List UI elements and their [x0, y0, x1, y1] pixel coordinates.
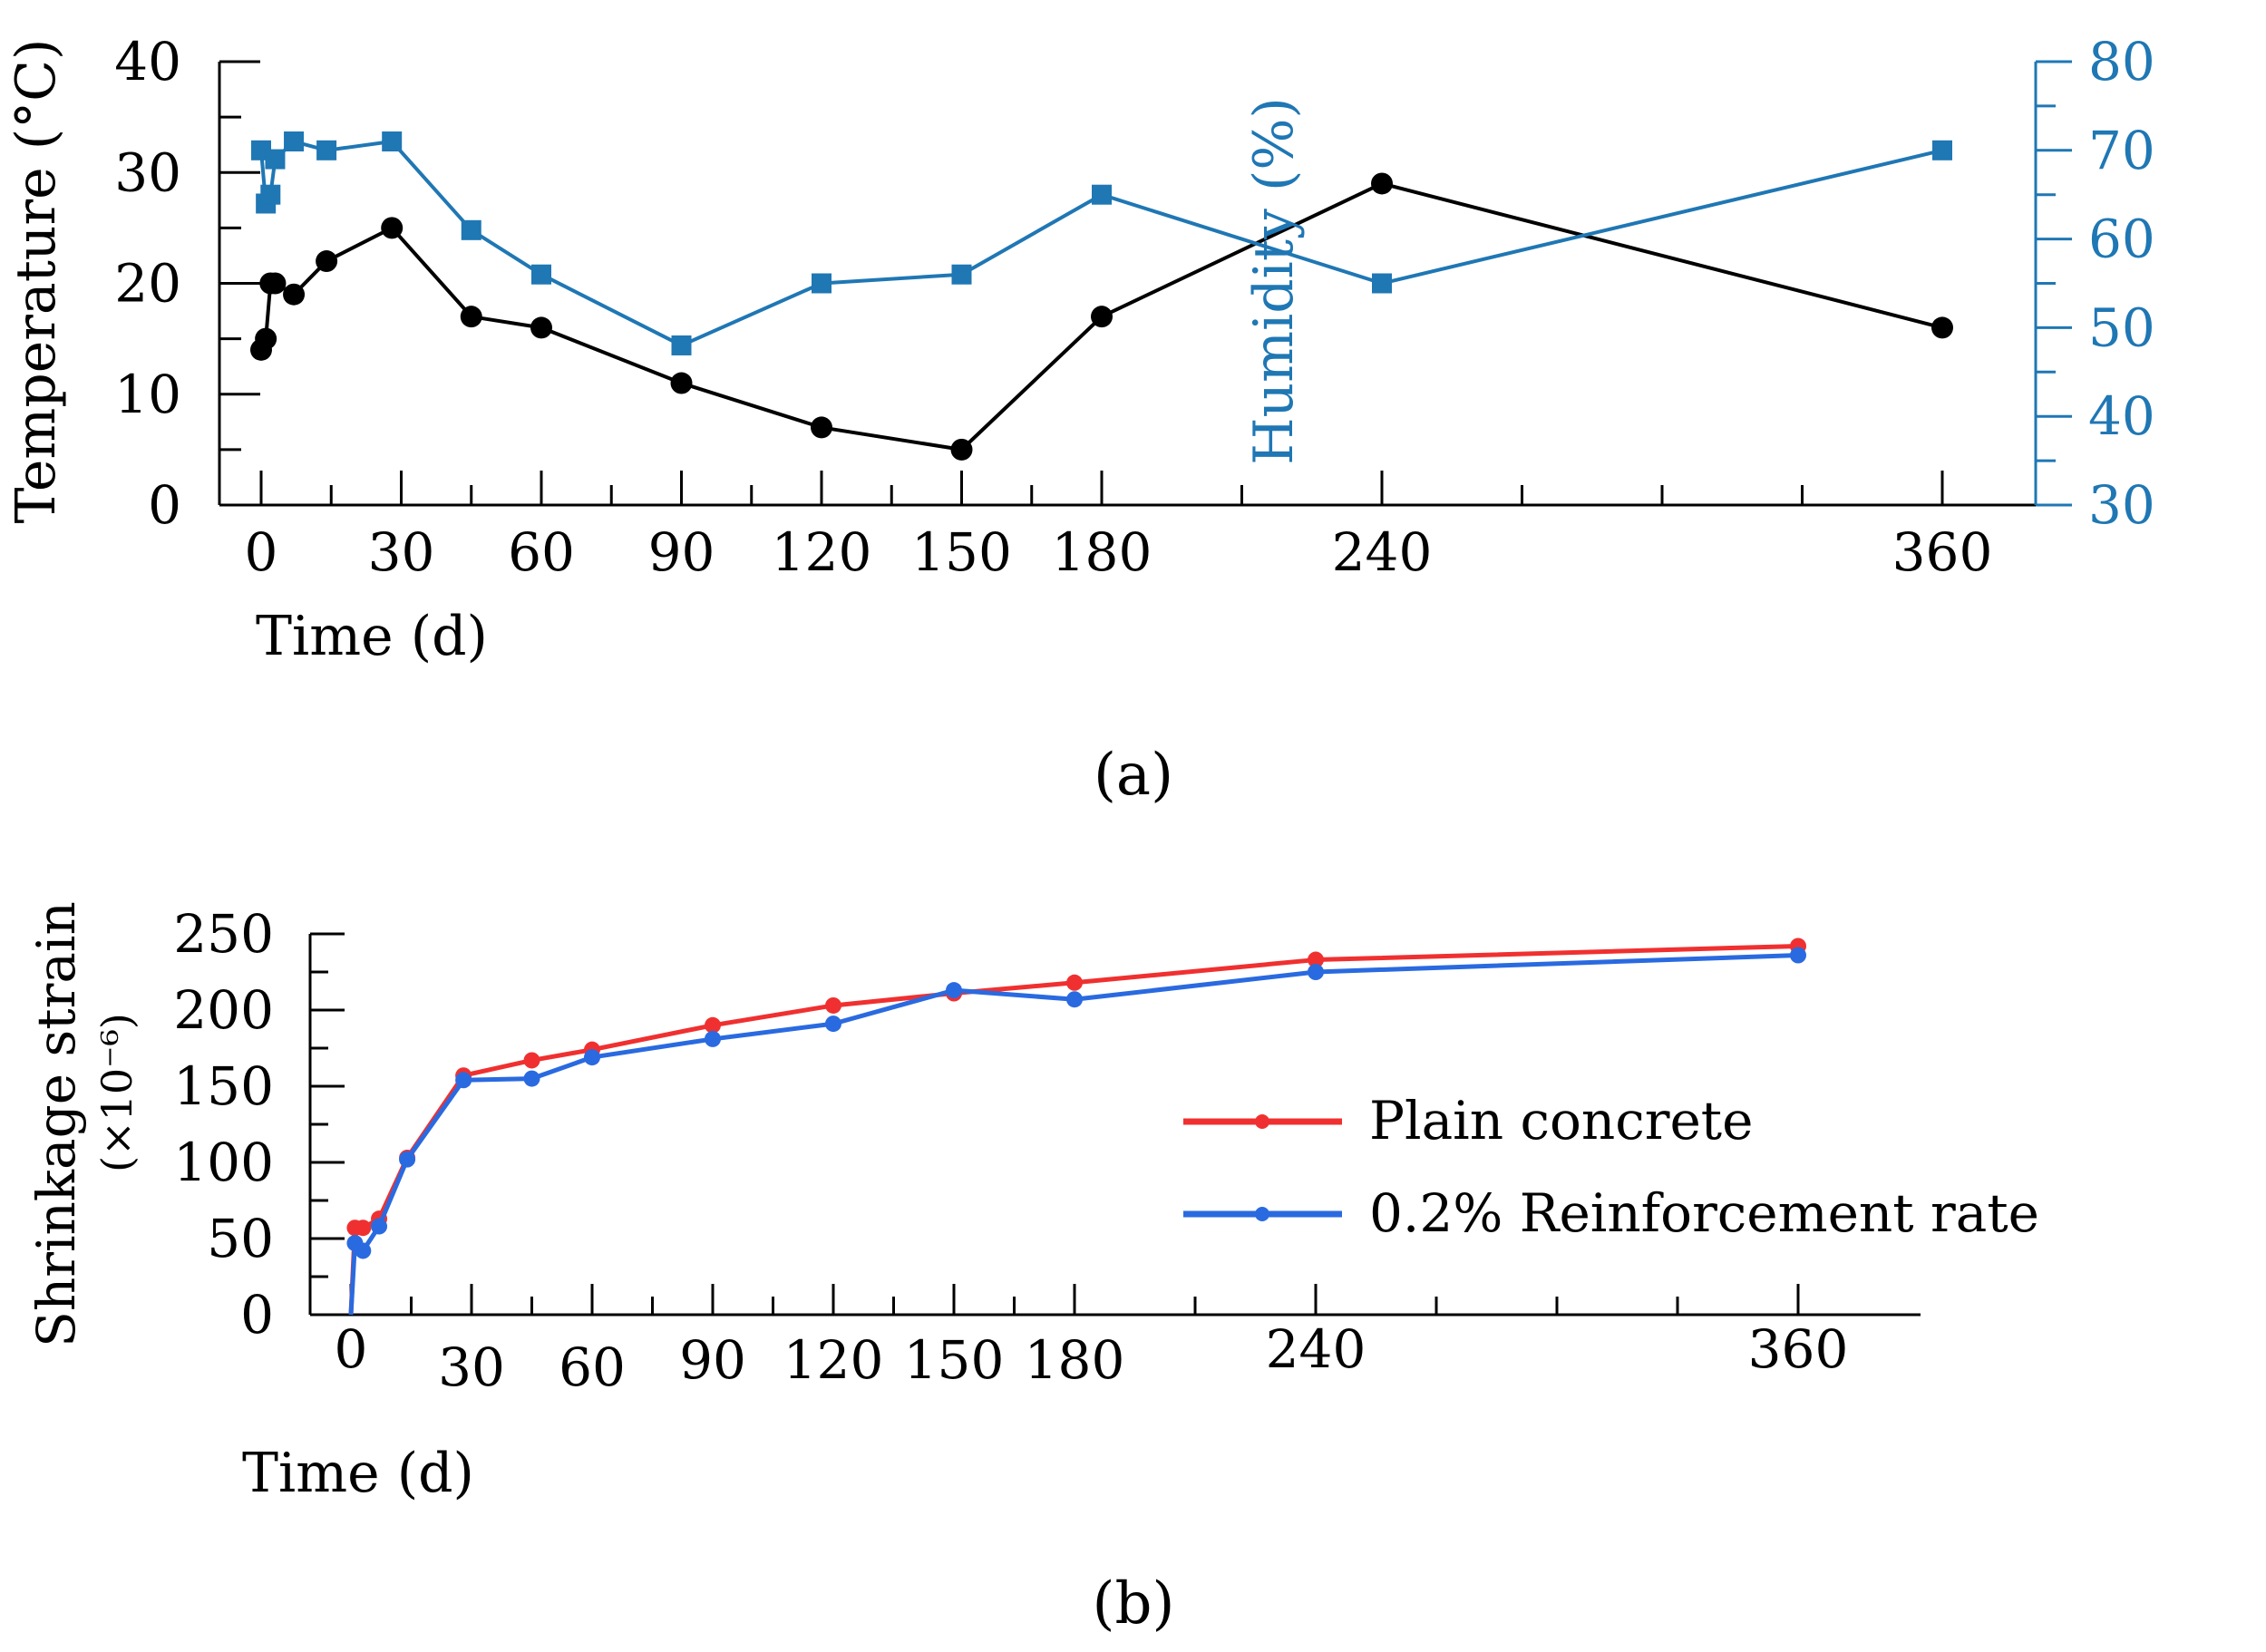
panel-a-point-temperature — [460, 306, 482, 328]
panel-b-y-tick-label: 200 — [173, 979, 274, 1041]
panel-a-left-tick-label: 40 — [114, 31, 181, 92]
panel-b-y-axis-label: Shrinkage strain — [25, 901, 87, 1347]
panel-a-point-humidity — [260, 184, 281, 205]
panel-b-x-tick-label: 0 — [335, 1318, 368, 1380]
panel-a-point-humidity — [1092, 184, 1112, 205]
panel-a-point-humidity — [461, 219, 481, 240]
panel-b-x-tick-label: 180 — [1025, 1329, 1125, 1391]
legend-label-plain-concrete: Plain concrete — [1369, 1090, 1753, 1152]
panel-a-left-tick-label: 30 — [114, 141, 181, 203]
panel-a-label: (a) — [1094, 742, 1173, 809]
panel-a-point-humidity — [531, 264, 551, 285]
panel-b-x-tick-label: 60 — [559, 1336, 626, 1398]
panel-b-point-series-1 — [1790, 947, 1806, 964]
panel-b-y-axis-unit: (×10⁻⁶) — [92, 1013, 141, 1172]
panel-a-right-tick-label: 40 — [2088, 385, 2155, 447]
panel-b-point-series-1 — [705, 1030, 721, 1047]
panel-b-x-axis-label: Time (d) — [242, 1442, 474, 1505]
panel-a-x-axis-label: Time (d) — [256, 605, 488, 668]
panel-a-left-tick-label: 0 — [148, 474, 181, 536]
panel-b-point-series-0 — [1066, 974, 1083, 991]
panel-b-x-tick-label: 360 — [1748, 1318, 1849, 1380]
panel-b-axes-and-ticks: 0 50 100 150 200 250 0 30 60 90 120 150 180 240 360 — [173, 903, 1921, 1398]
panel-a-left-tick-label: 20 — [114, 253, 181, 315]
panel-a-left-axis-label: Temperature (°C) — [5, 39, 68, 524]
panel-b-point-series-1 — [1066, 991, 1083, 1008]
panel-a-x-tick-label: 60 — [508, 521, 575, 583]
panel-a-point-humidity — [382, 131, 403, 152]
panel-b-legend: Plain concrete 0.2% Reinforcement rate — [1183, 1090, 2039, 1244]
panel-b-point-series-1 — [584, 1049, 600, 1066]
panel-a-point-humidity — [1932, 140, 1952, 160]
panel-a-right-tick-label: 50 — [2088, 296, 2155, 358]
panel-a-x-tick-label: 180 — [1052, 521, 1152, 583]
panel-a-point-temperature — [1931, 316, 1953, 339]
panel-a-x-tick-label: 0 — [245, 521, 278, 583]
panel-b-x-tick-label: 30 — [438, 1336, 505, 1398]
panel-a-point-humidity — [265, 149, 286, 170]
panel-a-temperature-humidity-chart: 0 10 20 30 40 30 40 50 60 70 80 0 30 60 90 120 150 180 240… — [5, 31, 2155, 809]
panel-b-x-tick-label: 240 — [1266, 1318, 1366, 1380]
panel-a-right-tick-label: 70 — [2088, 120, 2155, 181]
panel-a-left-tick-label: 10 — [114, 364, 181, 425]
panel-b-point-series-0 — [825, 996, 841, 1014]
panel-b-point-series-1 — [355, 1242, 372, 1259]
panel-b-y-tick-label: 50 — [207, 1208, 274, 1269]
panel-b-x-tick-label: 90 — [679, 1329, 746, 1391]
panel-b-x-tick-label: 120 — [783, 1329, 884, 1391]
panel-b-y-tick-label: 250 — [173, 903, 274, 965]
panel-a-point-temperature — [950, 438, 973, 461]
panel-a-point-temperature — [811, 416, 832, 439]
panel-a-point-humidity — [671, 335, 692, 355]
panel-b-series — [346, 938, 1806, 1316]
panel-b-point-series-1 — [825, 1015, 841, 1033]
panel-a-x-tick-label: 90 — [648, 521, 715, 583]
panel-a-point-temperature — [283, 283, 306, 306]
panel-a-series — [250, 131, 1953, 461]
panel-a-point-temperature — [316, 250, 338, 273]
panel-a-x-tick-label: 120 — [772, 521, 872, 583]
panel-b-point-series-1 — [1308, 964, 1324, 980]
panel-b-point-series-0 — [355, 1220, 372, 1237]
panel-b-x-tick-label: 150 — [904, 1329, 1005, 1391]
panel-a-point-humidity — [1372, 273, 1392, 294]
panel-a-x-tick-label: 150 — [911, 521, 1012, 583]
panel-a-x-tick-label: 240 — [1332, 521, 1433, 583]
panel-b-label: (b) — [1093, 1570, 1175, 1637]
panel-a-x-tick-label: 360 — [1892, 521, 1993, 583]
legend-marker-reinforced — [1255, 1207, 1269, 1221]
panel-a-point-temperature — [264, 272, 287, 295]
panel-a-right-tick-label: 60 — [2088, 209, 2155, 270]
panel-b-y-tick-label: 150 — [173, 1055, 274, 1117]
panel-a-point-temperature — [1091, 306, 1113, 328]
panel-a-point-temperature — [1371, 172, 1393, 195]
panel-b-point-series-1 — [371, 1218, 388, 1235]
panel-a-right-tick-label: 30 — [2088, 474, 2155, 536]
panel-b-point-series-1 — [523, 1070, 540, 1087]
panel-b-point-series-1 — [455, 1072, 472, 1089]
panel-b-point-series-1 — [946, 982, 962, 999]
panel-a-point-temperature — [255, 327, 277, 350]
panel-a-point-humidity — [316, 140, 337, 160]
panel-b-shrinkage-strain-chart: 0 50 100 150 200 250 0 30 60 90 120 150 180 240 360 Ti… — [25, 901, 2039, 1637]
panel-a-x-tick-label: 30 — [368, 521, 435, 583]
panel-b-y-tick-label: 100 — [173, 1132, 274, 1193]
panel-a-point-humidity — [284, 131, 305, 152]
panel-a-point-temperature — [381, 217, 404, 239]
panel-a-point-humidity — [812, 273, 832, 294]
panel-a-right-axis-label: Humidity (%) — [1242, 97, 1306, 465]
legend-marker-plain-concrete — [1255, 1114, 1269, 1129]
panel-a-point-temperature — [530, 316, 552, 339]
panel-b-point-series-1 — [399, 1151, 416, 1168]
panel-b-point-series-0 — [523, 1052, 540, 1069]
panel-b-point-series-0 — [1308, 951, 1324, 968]
panel-b-point-series-0 — [705, 1016, 721, 1034]
panel-a-point-temperature — [670, 372, 693, 394]
panel-b-y-tick-label: 0 — [240, 1284, 274, 1346]
panel-a-point-humidity — [951, 264, 972, 285]
panel-a-axes-and-ticks: 0 10 20 30 40 30 40 50 60 70 80 0 30 60 90 120 150 180 240… — [114, 31, 2155, 583]
panel-a-right-tick-label: 80 — [2088, 31, 2155, 92]
legend-label-reinforced: 0.2% Reinforcement rate — [1369, 1182, 2039, 1244]
